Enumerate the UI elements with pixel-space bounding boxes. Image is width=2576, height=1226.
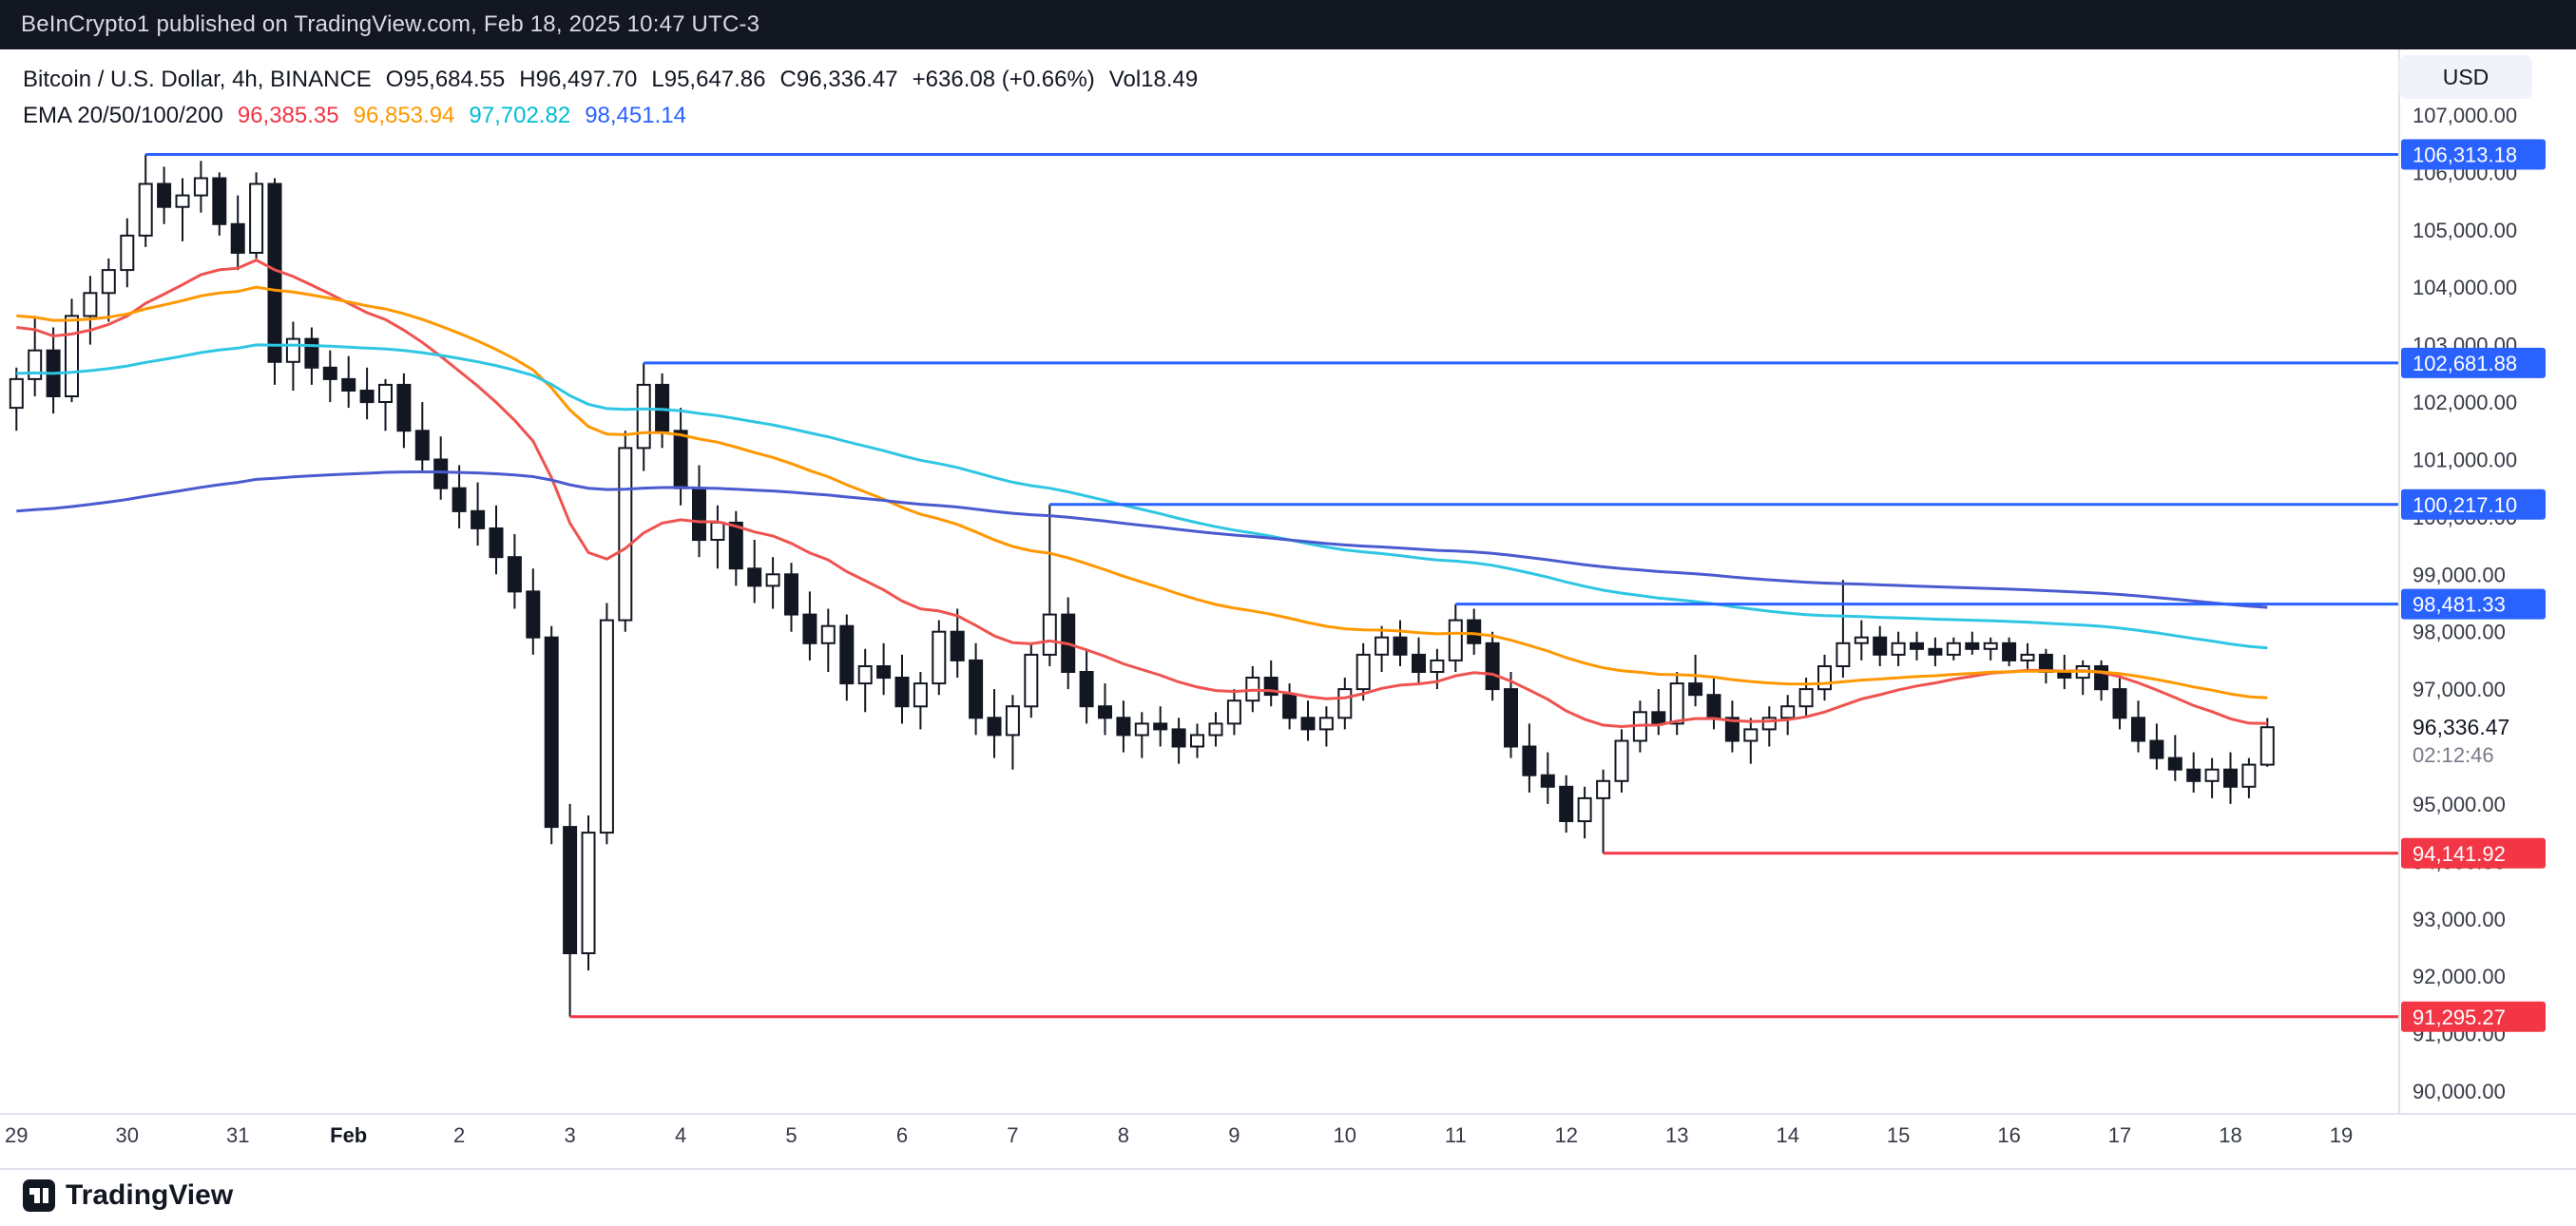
svg-text:96,336.47: 96,336.47: [2413, 715, 2509, 739]
low-value: L 95,647.86: [651, 67, 766, 92]
svg-text:91,295.27: 91,295.27: [2413, 1006, 2506, 1029]
time-axis: 29 30 31 Feb 2 3 4 5 6 7 8 9 10 11 12 13 14 15 16 17 18 19: [5, 1123, 2353, 1147]
tradingview-logo[interactable]: TradingView: [23, 1177, 233, 1215]
svg-text:92,000.00: 92,000.00: [2413, 965, 2506, 988]
svg-text:93,000.00: 93,000.00: [2413, 908, 2506, 931]
publish-info-text: BeInCrypto1 published on TradingView.com…: [21, 11, 760, 37]
svg-text:106,313.18: 106,313.18: [2413, 144, 2517, 167]
svg-text:104,000.00: 104,000.00: [2413, 276, 2517, 299]
svg-text:6: 6: [896, 1123, 908, 1147]
svg-text:18: 18: [2219, 1123, 2241, 1147]
svg-text:14: 14: [1776, 1123, 1798, 1147]
price-level-lines: [145, 153, 2399, 1019]
svg-text:11: 11: [1445, 1123, 1467, 1147]
svg-text:30: 30: [116, 1123, 139, 1147]
svg-text:12: 12: [1554, 1123, 1577, 1147]
last-price-label: 96,336.47 02:12:46: [2401, 709, 2574, 771]
svg-text:98,481.33: 98,481.33: [2413, 593, 2506, 617]
svg-text:98,000.00: 98,000.00: [2413, 621, 2506, 644]
ema-legend: EMA 20/50/100/200 96,385.35 96,853.94 97…: [23, 103, 686, 129]
ema-lines: [16, 259, 2268, 729]
svg-text:107,000.00: 107,000.00: [2413, 104, 2517, 127]
price-level-badges: 106,313.18 102,681.88 100,217.10 98,481.33 9…: [2401, 139, 2546, 1032]
svg-text:4: 4: [675, 1123, 686, 1147]
svg-text:99,000.00: 99,000.00: [2413, 563, 2506, 586]
axis-separators: [0, 49, 2576, 1170]
svg-text:90,000.00: 90,000.00: [2413, 1080, 2506, 1103]
svg-text:101,000.00: 101,000.00: [2413, 449, 2517, 472]
svg-text:15: 15: [1887, 1123, 1910, 1147]
ema-label: EMA 20/50/100/200: [23, 103, 223, 128]
close-value: C 96,336.47: [779, 67, 898, 92]
svg-text:02:12:46: 02:12:46: [2413, 743, 2494, 767]
svg-text:3: 3: [564, 1123, 575, 1147]
tradingview-logo-icon: [23, 1179, 55, 1212]
ema200-value: 98,451.14: [585, 103, 686, 128]
svg-text:31: 31: [226, 1123, 249, 1147]
svg-text:16: 16: [1997, 1123, 2020, 1147]
svg-text:105,000.00: 105,000.00: [2413, 219, 2517, 242]
ema100-value: 97,702.82: [469, 103, 571, 128]
svg-text:97,000.00: 97,000.00: [2413, 678, 2506, 701]
high-value: H 96,497.70: [519, 67, 638, 92]
svg-text:17: 17: [2108, 1123, 2131, 1147]
svg-text:102,000.00: 102,000.00: [2413, 391, 2517, 414]
svg-text:13: 13: [1665, 1123, 1688, 1147]
svg-text:10: 10: [1334, 1123, 1356, 1147]
svg-text:19: 19: [2330, 1123, 2353, 1147]
svg-text:8: 8: [1118, 1123, 1129, 1147]
svg-text:7: 7: [1007, 1123, 1018, 1147]
open-value: O 95,684.55: [385, 67, 506, 92]
publish-info-bar: BeInCrypto1 published on TradingView.com…: [0, 0, 2576, 49]
svg-text:100,217.10: 100,217.10: [2413, 493, 2517, 517]
candles-layer: [9, 154, 2275, 1017]
svg-text:9: 9: [1228, 1123, 1240, 1147]
svg-text:102,681.88: 102,681.88: [2413, 352, 2517, 375]
svg-text:Feb: Feb: [330, 1123, 367, 1147]
ema20-value: 96,385.35: [237, 103, 339, 128]
svg-text:5: 5: [785, 1123, 797, 1147]
tradingview-logo-text: TradingView: [66, 1179, 234, 1211]
volume-value: Vol 18.49: [1108, 67, 1199, 92]
chart-legend: Bitcoin / U.S. Dollar, 4h, BINANCE O 95,6…: [23, 67, 1198, 93]
currency-toggle-button[interactable]: USD: [2399, 55, 2532, 99]
symbol-title: Bitcoin / U.S. Dollar, 4h, BINANCE: [23, 67, 372, 92]
svg-text:29: 29: [5, 1123, 28, 1147]
svg-text:94,141.92: 94,141.92: [2413, 842, 2506, 866]
svg-text:95,000.00: 95,000.00: [2413, 793, 2506, 816]
change-value: +636.08 (+0.66%): [912, 67, 1095, 92]
ema50-value: 96,853.94: [353, 103, 455, 128]
svg-text:2: 2: [453, 1123, 465, 1147]
